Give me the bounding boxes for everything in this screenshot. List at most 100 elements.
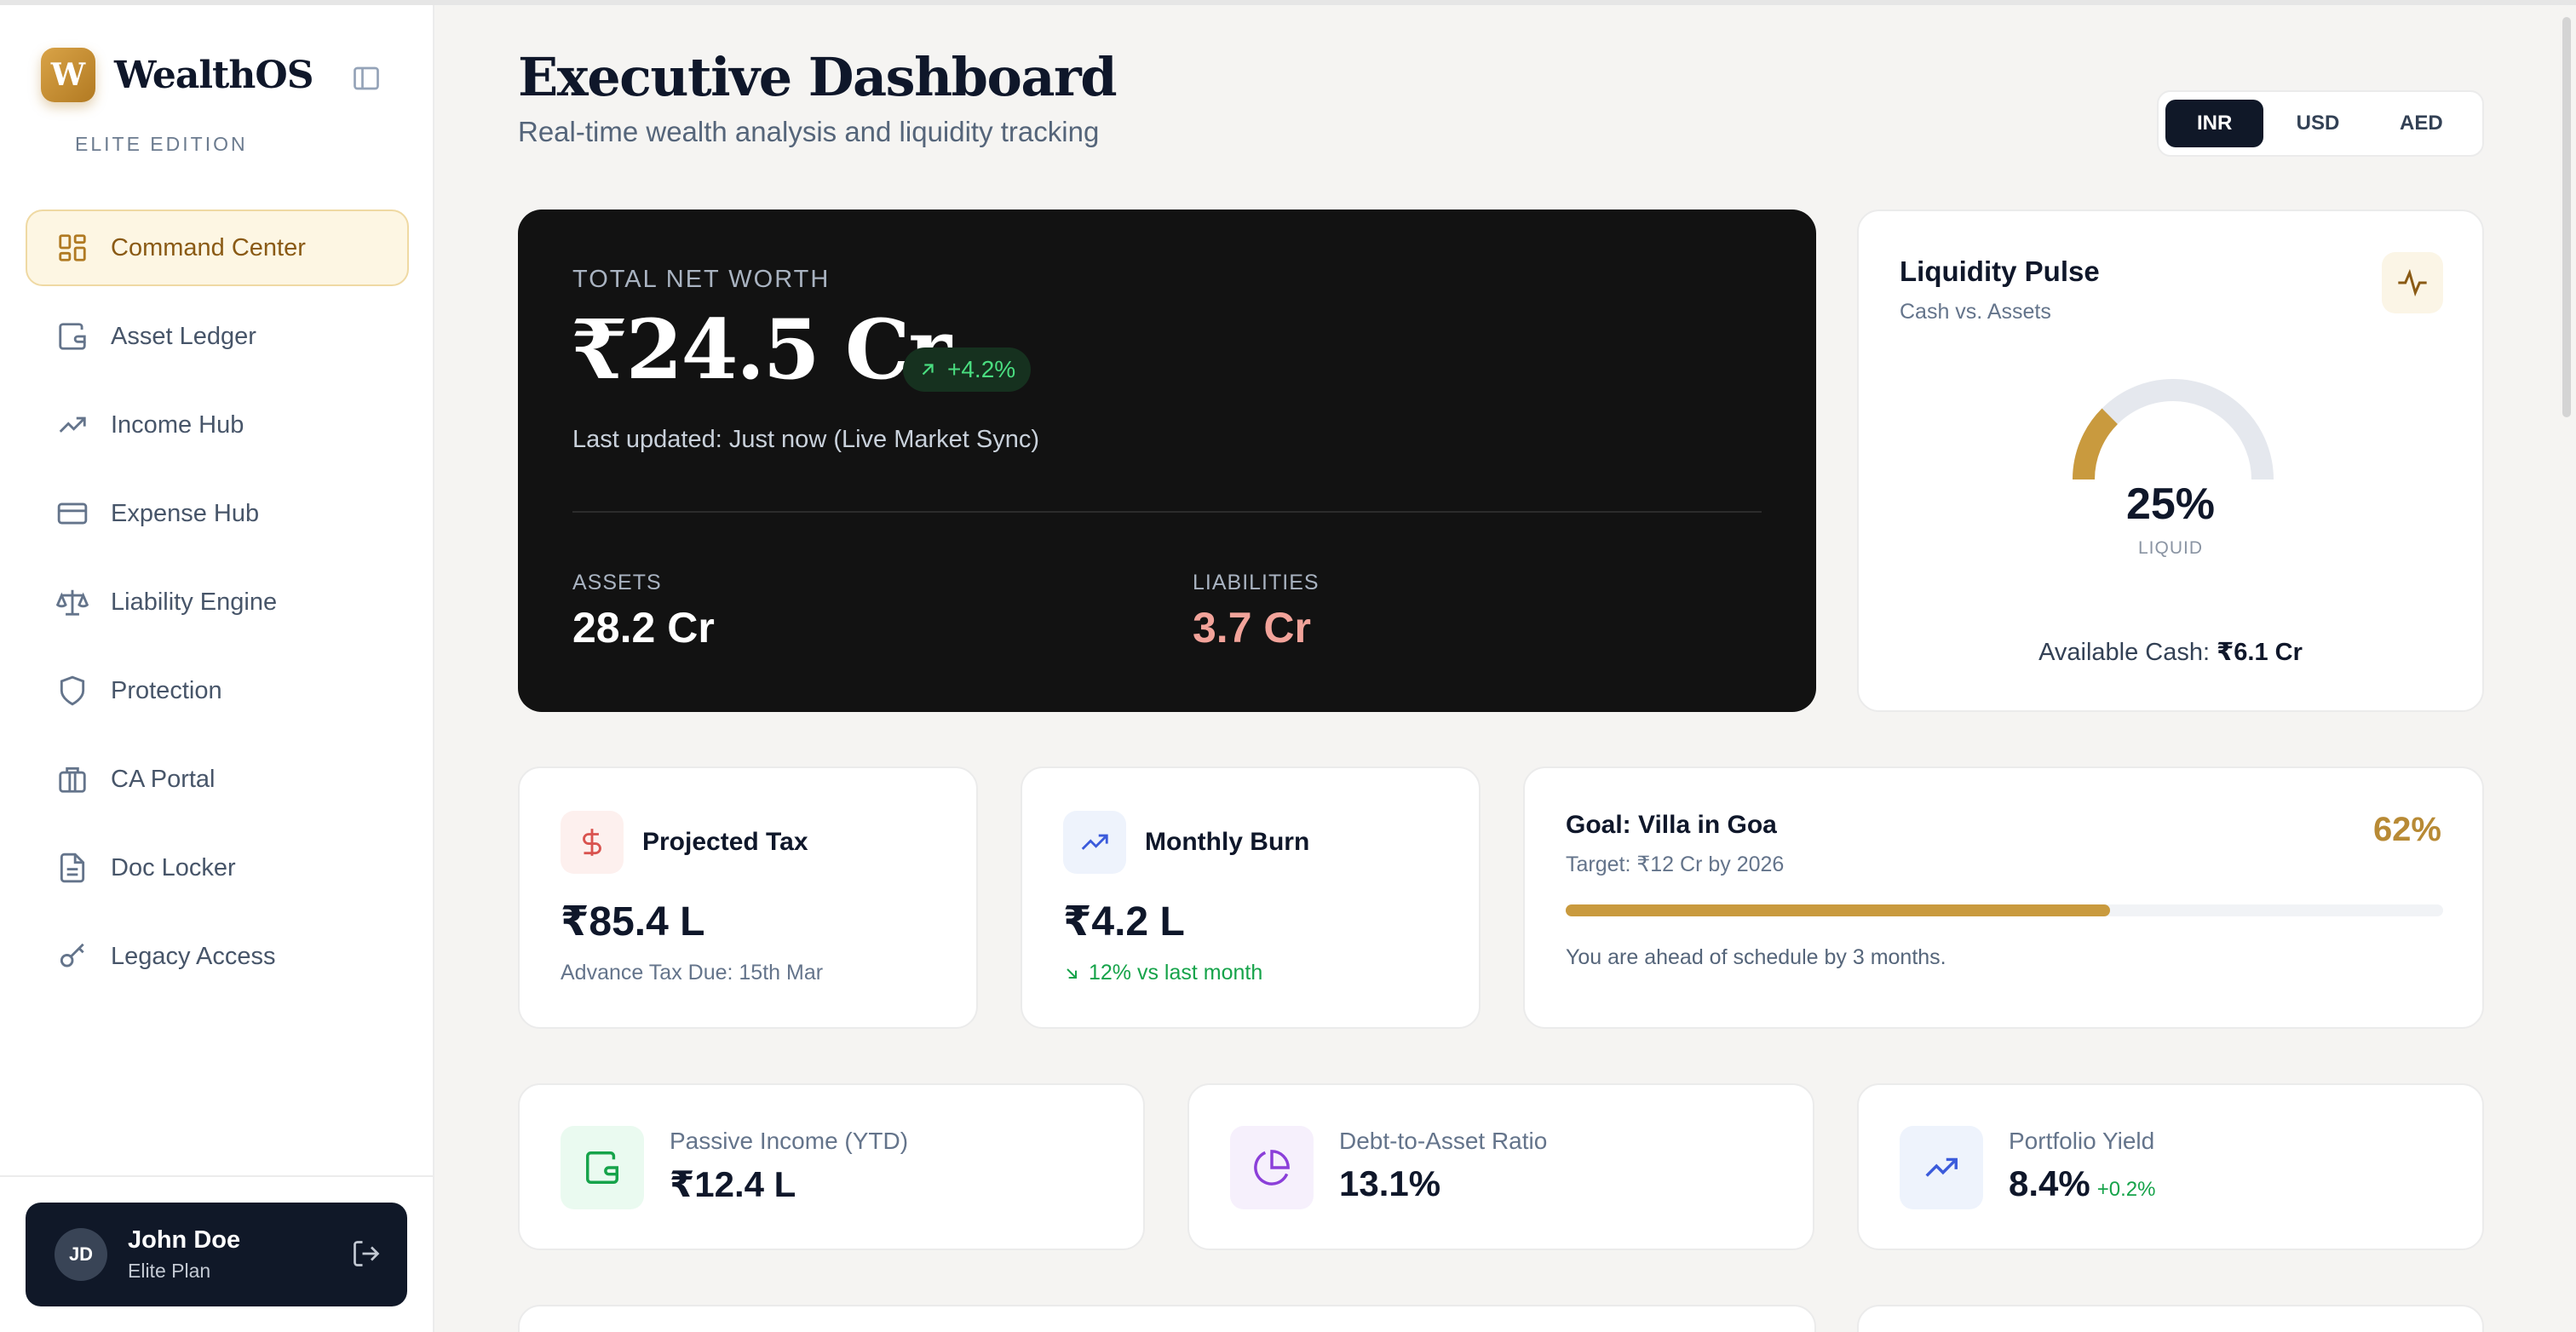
wallet-icon (59, 323, 86, 350)
logout-icon (354, 1241, 380, 1266)
net-worth-card: TOTAL NET WORTH ₹24.5 Cr +4.2% Last upda… (518, 210, 1816, 712)
projected-tax-title: Projected Tax (642, 828, 808, 856)
sidebar-item-label: Expense Hub (111, 499, 260, 527)
projected-tax-value: ₹85.4 L (561, 899, 705, 944)
liabilities-label: LIABILITIES (1193, 571, 1320, 594)
user-name: John Doe (128, 1226, 241, 1254)
projected-tax-due: Advance Tax Due: 15th Mar (561, 961, 824, 985)
goal-note: You are ahead of schedule by 3 months. (1566, 945, 1946, 969)
sidebar-item-label: Asset Ledger (111, 322, 256, 350)
monthly-burn-change-text: 12% vs last month (1089, 961, 1263, 985)
trending-up-icon (1081, 834, 1108, 850)
net-worth-change: +4.2% (947, 356, 1016, 382)
assets-label: ASSETS (572, 571, 662, 594)
available-cash-value: ₹6.1 Cr (2217, 639, 2303, 666)
goal-percent: 62% (2372, 811, 2441, 848)
lower-card-right (1857, 1305, 2484, 1332)
portfolio-yield-label: Portfolio Yield (2009, 1128, 2155, 1154)
sidebar-item-ca-portal[interactable]: CA Portal (26, 741, 409, 818)
goal-progress-track (1566, 904, 2443, 916)
sidebar-panel-icon (354, 66, 379, 90)
logout-button[interactable] (351, 1238, 382, 1269)
available-cash: Available Cash: ₹6.1 Cr (1859, 637, 2482, 667)
arrow-down-right-icon (1067, 967, 1077, 979)
goal-target: Target: ₹12 Cr by 2026 (1566, 853, 1785, 876)
sidebar-item-asset-ledger[interactable]: Asset Ledger (26, 298, 409, 375)
arrow-up-right-icon (922, 364, 934, 376)
user-card[interactable]: JD John Doe Elite Plan (26, 1203, 407, 1306)
monthly-burn-icon-box (1063, 811, 1126, 874)
sidebar-item-liability-engine[interactable]: Liability Engine (26, 564, 409, 640)
briefcase-icon (59, 766, 86, 793)
liquidity-pulse-card: Liquidity Pulse Cash vs. Assets 25% LIQU… (1857, 210, 2484, 712)
sidebar-item-protection[interactable]: Protection (26, 652, 409, 729)
monthly-burn-title: Monthly Burn (1145, 828, 1310, 856)
sidebar-item-label: CA Portal (111, 765, 216, 793)
gauge-track (2073, 379, 2274, 480)
page-scrollbar[interactable] (2562, 17, 2571, 417)
debt-ratio-label: Debt-to-Asset Ratio (1339, 1128, 1548, 1154)
passive-income-icon-box (561, 1126, 644, 1209)
liquidity-subtitle: Cash vs. Assets (1900, 300, 2051, 324)
activity-icon (2398, 268, 2427, 297)
edition-label: ELITE EDITION (75, 133, 248, 155)
sidebar-item-label: Legacy Access (111, 942, 276, 970)
net-worth-updated: Last updated: Just now (Live Market Sync… (572, 426, 1040, 453)
sidebar-item-label: Doc Locker (111, 853, 236, 881)
net-worth-label: TOTAL NET WORTH (572, 266, 831, 293)
liquidity-icon-button[interactable] (2382, 252, 2443, 313)
liquidity-percent: 25% (2125, 479, 2216, 529)
passive-income-card: Passive Income (YTD) ₹12.4 L (518, 1083, 1145, 1250)
liquidity-percent-label: LIQUID (2137, 538, 2203, 558)
sidebar-item-command-center[interactable]: Command Center (26, 210, 409, 286)
assets-value: 28.2 Cr (572, 604, 715, 652)
brand-logo: W (41, 48, 95, 102)
currency-option-aed[interactable]: AED (2399, 112, 2443, 135)
sidebar-item-expense-hub[interactable]: Expense Hub (26, 475, 409, 552)
dollar-icon (583, 829, 601, 856)
sidebar-divider (0, 1175, 433, 1177)
window-top-edge (0, 0, 2576, 5)
debt-ratio-card: Debt-to-Asset Ratio 13.1% (1187, 1083, 1814, 1250)
shield-icon (60, 675, 85, 706)
grid-icon (59, 234, 86, 261)
sidebar-toggle-button[interactable] (349, 63, 383, 94)
currency-option-usd[interactable]: USD (2296, 112, 2340, 135)
portfolio-yield-icon-box (1900, 1126, 1983, 1209)
credit-card-icon (57, 502, 88, 525)
passive-income-label: Passive Income (YTD) (670, 1128, 909, 1154)
net-worth-value: ₹24.5 Cr (571, 301, 952, 398)
user-plan: Elite Plan (128, 1260, 211, 1282)
debt-ratio-value: 13.1% (1339, 1163, 1441, 1203)
wallet-icon (586, 1151, 618, 1184)
available-cash-label: Available Cash: (2038, 639, 2211, 666)
sidebar-item-label: Command Center (111, 233, 306, 261)
sidebar-item-doc-locker[interactable]: Doc Locker (26, 830, 409, 906)
goal-progress-fill (1566, 904, 2110, 916)
portfolio-yield-card: Portfolio Yield 8.4% +0.2% (1857, 1083, 2484, 1250)
gauge-fill (2073, 408, 2119, 480)
projected-tax-card: Projected Tax ₹85.4 L Advance Tax Due: 1… (518, 766, 978, 1029)
page-subtitle: Real-time wealth analysis and liquidity … (518, 116, 1100, 147)
trending-up-icon (1925, 1157, 1958, 1177)
net-worth-change-badge: +4.2% (903, 347, 1032, 392)
sidebar-item-label: Income Hub (111, 411, 244, 439)
key-icon (60, 943, 84, 967)
sidebar-item-label: Liability Engine (111, 588, 278, 616)
net-worth-divider (572, 511, 1762, 513)
sidebar: W WealthOS ELITE EDITION Command Center … (0, 5, 434, 1332)
sidebar-item-legacy-access[interactable]: Legacy Access (26, 918, 409, 995)
currency-option-inr[interactable]: INR (2165, 100, 2264, 147)
brand[interactable]: W WealthOS (41, 48, 313, 102)
debt-ratio-icon-box (1230, 1126, 1314, 1209)
sidebar-item-income-hub[interactable]: Income Hub (26, 387, 409, 463)
goal-title: Goal: Villa in Goa (1566, 811, 1777, 839)
liquidity-title: Liquidity Pulse (1900, 255, 2100, 287)
document-icon (60, 853, 85, 883)
goal-card[interactable]: Goal: Villa in Goa Target: ₹12 Cr by 202… (1523, 766, 2484, 1029)
sidebar-nav: Command Center Asset Ledger Income Hub E… (26, 210, 409, 1007)
pie-chart-icon (1254, 1150, 1290, 1186)
lower-card-left (518, 1305, 1816, 1332)
projected-tax-icon-box (561, 811, 624, 874)
trending-up-icon (59, 416, 86, 433)
